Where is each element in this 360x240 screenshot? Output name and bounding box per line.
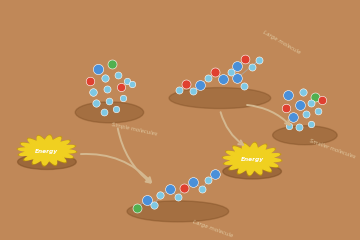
Point bbox=[290, 115, 296, 119]
Point bbox=[101, 110, 107, 114]
Point bbox=[308, 101, 314, 105]
Polygon shape bbox=[224, 144, 280, 174]
Point bbox=[175, 195, 181, 199]
Ellipse shape bbox=[75, 102, 144, 123]
Point bbox=[220, 77, 226, 81]
Point bbox=[134, 206, 140, 210]
Ellipse shape bbox=[223, 164, 282, 179]
Point bbox=[228, 71, 234, 74]
Point bbox=[199, 186, 205, 190]
Point bbox=[102, 76, 107, 80]
Point bbox=[144, 198, 149, 202]
Point bbox=[197, 83, 203, 87]
Ellipse shape bbox=[169, 88, 271, 108]
Point bbox=[95, 67, 100, 71]
Point bbox=[152, 203, 157, 207]
Point bbox=[212, 172, 218, 176]
Ellipse shape bbox=[18, 154, 76, 169]
Point bbox=[118, 85, 124, 89]
Point bbox=[205, 178, 211, 182]
Point bbox=[205, 76, 211, 80]
Point bbox=[312, 95, 318, 99]
Point bbox=[242, 57, 248, 61]
Text: Large molecule: Large molecule bbox=[192, 219, 234, 238]
Point bbox=[249, 65, 255, 69]
Point bbox=[308, 122, 314, 126]
Point bbox=[242, 84, 247, 88]
Point bbox=[297, 103, 303, 107]
Point bbox=[105, 87, 111, 90]
Point bbox=[129, 82, 135, 86]
Point bbox=[87, 79, 93, 83]
Text: Energy: Energy bbox=[240, 157, 264, 162]
Point bbox=[235, 76, 240, 80]
Point bbox=[109, 62, 115, 66]
Point bbox=[320, 98, 325, 102]
Polygon shape bbox=[18, 136, 75, 165]
Point bbox=[183, 82, 189, 86]
Polygon shape bbox=[17, 135, 77, 166]
Point bbox=[181, 186, 186, 190]
Point bbox=[300, 90, 306, 94]
Point bbox=[190, 180, 196, 184]
Point bbox=[285, 93, 291, 97]
Point bbox=[113, 108, 119, 111]
Point bbox=[120, 96, 126, 100]
Point bbox=[283, 106, 289, 109]
Point bbox=[93, 101, 99, 105]
Point bbox=[212, 71, 218, 74]
Text: Energy: Energy bbox=[35, 149, 58, 154]
Point bbox=[107, 99, 112, 103]
Polygon shape bbox=[222, 142, 282, 176]
Ellipse shape bbox=[127, 201, 229, 222]
Point bbox=[286, 124, 292, 128]
Point bbox=[167, 187, 173, 191]
Point bbox=[157, 193, 163, 197]
Point bbox=[315, 109, 320, 113]
Point bbox=[235, 64, 240, 68]
Text: Smaller molecules: Smaller molecules bbox=[309, 138, 356, 159]
Point bbox=[303, 112, 309, 116]
Point bbox=[124, 79, 130, 83]
Text: Large molecule: Large molecule bbox=[262, 30, 301, 55]
Point bbox=[176, 89, 182, 92]
Text: Simple molecules: Simple molecules bbox=[111, 122, 157, 137]
Point bbox=[190, 90, 196, 93]
Point bbox=[256, 58, 262, 62]
Point bbox=[296, 125, 302, 129]
Point bbox=[115, 73, 121, 77]
Ellipse shape bbox=[273, 126, 337, 145]
Point bbox=[90, 90, 96, 94]
